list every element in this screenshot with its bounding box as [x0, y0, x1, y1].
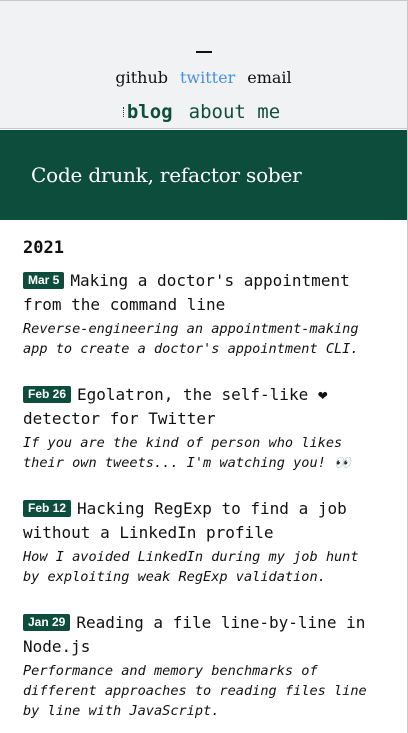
post-description: Performance and memory benchmarks of dif… [23, 663, 367, 719]
post-title-link[interactable]: Making a doctor's appointment from the c… [23, 271, 350, 314]
post-title-link[interactable]: Hacking RegExp to find a job without a L… [23, 499, 347, 542]
post-title-link[interactable]: Reading a file line-by-line in Node.js [23, 613, 366, 656]
logo-dash [196, 51, 212, 53]
date-badge: Jan 29 [23, 614, 71, 631]
post-title-row: Feb 26 Egolatron, the self-like ❤ detecto… [23, 383, 383, 431]
date-badge: Feb 26 [23, 386, 72, 403]
post-item: Feb 26 Egolatron, the self-like ❤ detecto… [23, 383, 383, 473]
post-item: Mar 5 Making a doctor's appointment from … [23, 269, 383, 359]
post-description: How I avoided LinkedIn during my job hun… [23, 549, 359, 585]
post-title-row: Mar 5 Making a doctor's appointment from … [23, 269, 383, 317]
post-description: Reverse-engineering an appointment-makin… [23, 321, 359, 357]
banner-title: Code drunk, refactor sober [31, 163, 302, 187]
social-links: github twitter email [0, 67, 407, 89]
site-header: github twitter email blog about me [0, 1, 407, 129]
post-item: Feb 12 Hacking RegExp to find a job witho… [23, 497, 383, 587]
window-top-border [0, 0, 408, 1]
nav-about-me[interactable]: about me [188, 101, 281, 123]
main-nav: blog about me [0, 100, 407, 126]
post-title-row: Feb 12 Hacking RegExp to find a job witho… [23, 497, 383, 545]
year-heading: 2021 [23, 238, 64, 258]
post-title-link[interactable]: Egolatron, the self-like ❤ detector for … [23, 385, 328, 428]
email-link[interactable]: email [247, 68, 292, 87]
post-list: 2021 Mar 5 Making a doctor's appointment … [23, 237, 383, 733]
github-link[interactable]: github [115, 68, 168, 87]
post-description: If you are the kind of person who likes … [23, 435, 351, 471]
post-title-row: Jan 29 Reading a file line-by-line in Nod… [23, 611, 383, 659]
date-badge: Mar 5 [23, 272, 65, 289]
hero-banner: Code drunk, refactor sober [0, 130, 407, 220]
post-item: Jan 29 Reading a file line-by-line in Nod… [23, 611, 383, 721]
date-badge: Feb 12 [23, 500, 72, 517]
nav-blog[interactable]: blog [122, 101, 173, 123]
twitter-link[interactable]: twitter [180, 68, 236, 87]
